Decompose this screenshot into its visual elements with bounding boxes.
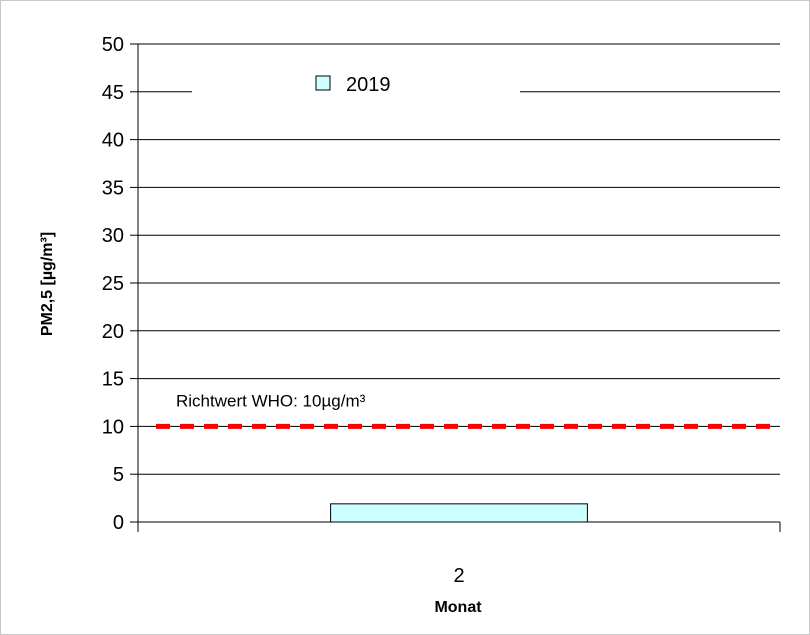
y-tick-label-30: 30 bbox=[102, 225, 124, 247]
y-axis-title: PM2,5 [µg/m³] bbox=[39, 232, 56, 336]
reference-line-group: Richtwert WHO: 10µg/m³ bbox=[156, 391, 780, 429]
y-tick-label-25: 25 bbox=[102, 273, 124, 295]
reference-line-label: Richtwert WHO: 10µg/m³ bbox=[176, 391, 366, 410]
y-tick-label-5: 5 bbox=[113, 464, 124, 486]
y-tick-label-35: 35 bbox=[102, 177, 124, 199]
bars bbox=[330, 503, 588, 523]
y-tick-label-50: 50 bbox=[102, 34, 124, 56]
y-tick-label-15: 15 bbox=[102, 369, 124, 391]
legend-swatch-2019 bbox=[315, 75, 331, 91]
y-tick-label-10: 10 bbox=[102, 416, 124, 438]
legend-label-2019: 2019 bbox=[346, 74, 391, 96]
y-tick-label-0: 0 bbox=[113, 512, 124, 534]
y-tick-label-45: 45 bbox=[102, 82, 124, 104]
bar-2019-2 bbox=[330, 503, 588, 523]
y-tick-label-20: 20 bbox=[102, 321, 124, 343]
legend: 2019 bbox=[315, 74, 391, 96]
x-axis-title: Monat bbox=[434, 599, 482, 616]
y-tick-label-40: 40 bbox=[102, 130, 124, 152]
gridlines bbox=[138, 43, 780, 475]
axes: 0 5 10 15 20 25 30 35 40 45 50 2 bbox=[102, 34, 781, 587]
x-tick-label-2: 2 bbox=[453, 565, 464, 587]
